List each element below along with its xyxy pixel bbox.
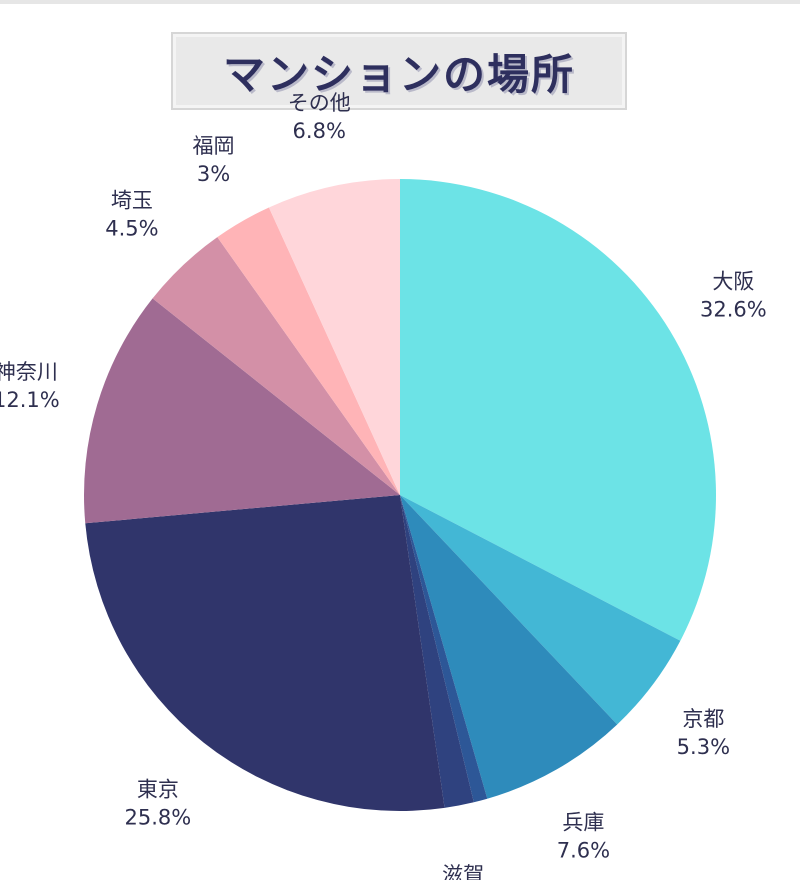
slice-label-10: その他 6.8%: [288, 91, 351, 143]
pie-slice-1: [400, 179, 717, 641]
pie-slice-6: [85, 495, 445, 811]
pie-slice-4: [400, 495, 488, 803]
slice-label-8: 埼玉 4.5%: [105, 189, 158, 241]
slice-label-5: 滋賀1.5%: [436, 863, 489, 880]
pie-slice-9: [217, 207, 400, 496]
pie-slice-10: [268, 179, 400, 495]
top-divider: [0, 0, 800, 4]
pie-slice-3: [400, 495, 618, 799]
chart-title-box: マンションの場所: [171, 32, 627, 110]
pie-slice-7: [84, 298, 401, 524]
slice-label-6: 東京 25.8%: [125, 778, 192, 830]
pie-slice-8: [152, 237, 400, 495]
slice-label-2: 京都 5.3%: [677, 707, 730, 759]
pie-slices: [84, 179, 717, 811]
slice-label-1: 大阪 32.6%: [700, 270, 767, 322]
slice-label-3: 兵庫 7.6%: [557, 811, 610, 863]
pie-slice-5: [400, 495, 474, 808]
pie-slice-2: [400, 495, 681, 725]
slice-label-9: 福岡 3%: [193, 134, 235, 186]
slice-label-7: 神奈川12.1%: [0, 360, 60, 412]
chart-title: マンションの場所: [222, 49, 575, 99]
